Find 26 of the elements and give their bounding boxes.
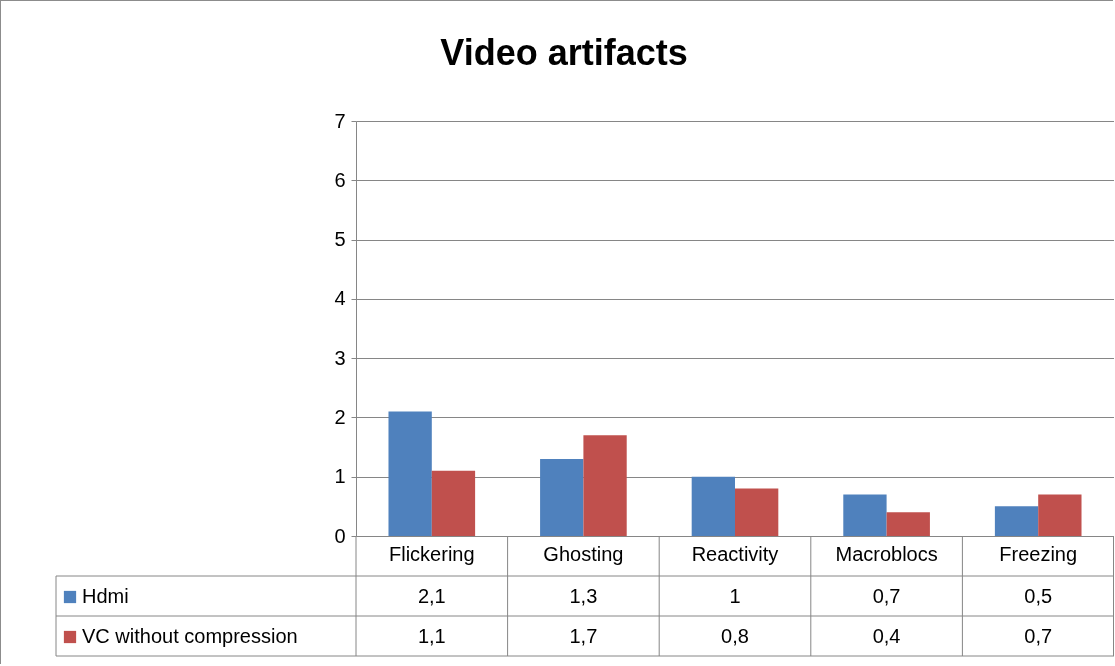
y-tick-label: 6 [334, 168, 346, 191]
data-label: 1 [729, 585, 741, 607]
data-label: 1,3 [569, 585, 598, 607]
y-tick-label: 2 [334, 405, 346, 428]
y-tick-label: 3 [334, 346, 346, 369]
data-label: 0,4 [872, 625, 901, 647]
y-tick-label: 0 [334, 524, 346, 547]
data-label: 0,7 [1024, 625, 1053, 647]
legend-label: VC without compression [82, 625, 298, 647]
data-label: 0,7 [872, 585, 901, 607]
x-tick-label: Flickering [389, 542, 475, 565]
y-tick-label: 7 [334, 109, 346, 132]
data-label: 0,5 [1024, 585, 1053, 607]
data-label: 2,1 [417, 585, 446, 607]
x-tick-label: Reactivity [691, 542, 779, 565]
x-tick-label: Freezing [999, 542, 1078, 565]
data-label: 1,7 [569, 625, 598, 647]
y-tick-label: 5 [334, 228, 346, 251]
y-tick-label: 1 [334, 465, 346, 488]
data-label: 1,1 [417, 625, 446, 647]
legend-label: Hdmi [82, 585, 129, 607]
y-tick-label: 4 [334, 287, 346, 310]
x-tick-label: Ghosting [543, 542, 624, 565]
chart-title: Video artifacts [440, 32, 688, 73]
x-tick-label: Macroblocs [835, 542, 938, 565]
data-label: 0,8 [721, 625, 749, 647]
